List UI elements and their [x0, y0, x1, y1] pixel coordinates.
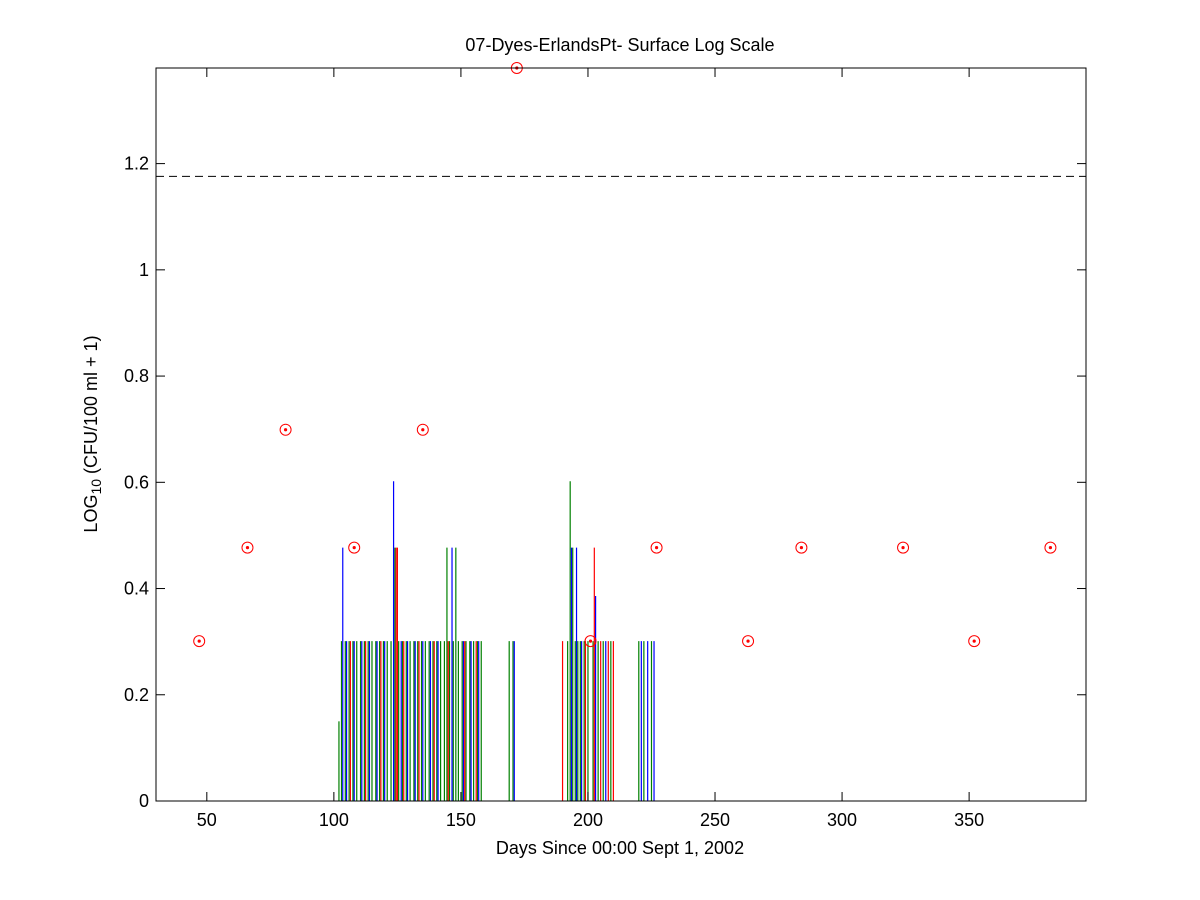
scatter-point-3 [348, 541, 361, 554]
scatter-point-2 [279, 423, 292, 436]
scatter-point-8 [742, 635, 755, 648]
scatter-point-dot-1 [245, 546, 250, 550]
scatter-point-dot-8 [746, 639, 750, 643]
scatter-point-0 [193, 635, 206, 648]
x-tick-label-3: 200 [573, 810, 603, 830]
y-axis-label-suffix: (CFU/100 ml + 1) [81, 335, 101, 479]
scatter-point-10 [897, 541, 910, 554]
scatter-point-dot-9 [799, 546, 804, 550]
scatter-point-dot-0 [197, 639, 201, 643]
y-axis-label: LOG10 (CFU/100 ml + 1) [81, 335, 104, 532]
scatter-point-7 [650, 541, 663, 554]
x-tick-label-5: 300 [827, 810, 857, 830]
x-tick-label-4: 250 [700, 810, 730, 830]
scatter-point-6 [584, 635, 597, 648]
scatter-point-9 [795, 541, 808, 554]
scatter-point-4 [416, 423, 429, 436]
axis-ticks: 50 100 150 200 250 300 350 0 0.2 0.4 0.6 0.8 1 1.2 [124, 68, 1086, 830]
scatter-point-1 [241, 541, 254, 554]
y-tick-label-1: 0.2 [124, 685, 149, 705]
y-axis-label-prefix: LOG [81, 495, 101, 533]
x-tick-label-6: 350 [954, 810, 984, 830]
x-axis-label: Days Since 00:00 Sept 1, 2002 [496, 838, 744, 858]
scatter-point-dot-3 [352, 546, 356, 550]
chart-title: 07-Dyes-ErlandsPt- Surface Log Scale [465, 35, 774, 55]
y-tick-label-0: 0 [139, 791, 149, 811]
x-tick-label-2: 150 [446, 810, 476, 830]
scatter-point-12 [1044, 541, 1057, 554]
scatter-point-dot-12 [1048, 546, 1053, 550]
y-tick-label-5: 1 [139, 260, 149, 280]
x-tick-label-1: 100 [319, 810, 349, 830]
scatter-point-dot-4 [421, 428, 425, 432]
x-tick-label-0: 50 [197, 810, 217, 830]
scatter-point-11 [968, 635, 981, 648]
y-tick-label-2: 0.4 [124, 579, 149, 599]
scatter-point-dot-2 [283, 428, 288, 432]
plot-frame [155, 67, 1087, 802]
y-tick-label-3: 0.6 [124, 472, 149, 492]
y-tick-label-4: 0.8 [124, 366, 149, 386]
y-tick-label-6: 1.2 [124, 154, 149, 174]
scatter-point-dot-6 [588, 639, 593, 643]
scatter-point-dot-7 [654, 546, 659, 550]
scatter-point-dot-11 [972, 639, 976, 643]
scatter-point-dot-10 [901, 546, 905, 550]
plot-content [156, 62, 1086, 801]
y-axis-label-subscript: 10 [88, 479, 104, 495]
